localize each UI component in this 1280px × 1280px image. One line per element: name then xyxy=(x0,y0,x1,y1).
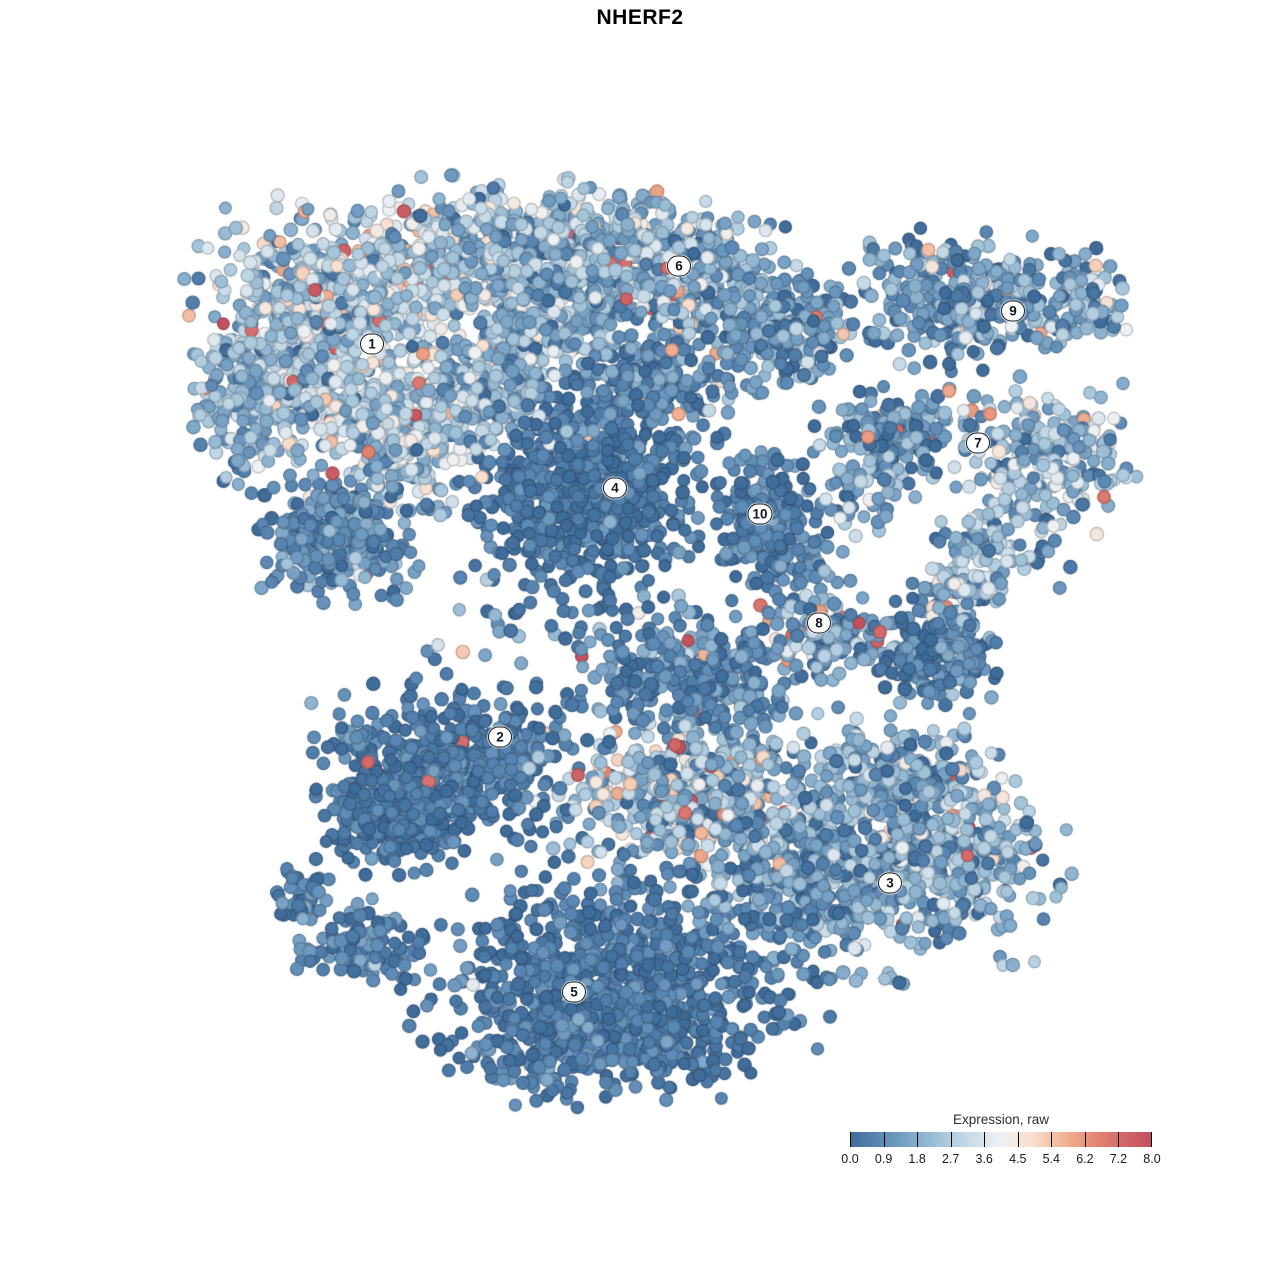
cluster-label-1: 1 xyxy=(360,333,384,355)
cluster-label-6: 6 xyxy=(667,255,691,277)
colorbar-tick xyxy=(1084,1132,1086,1147)
colorbar-tick-label: 5.4 xyxy=(1042,1152,1060,1166)
colorbar-tick xyxy=(1017,1132,1019,1147)
colorbar-tick-label: 2.7 xyxy=(941,1152,960,1166)
cluster-label-2: 2 xyxy=(488,726,512,748)
cluster-label-4: 4 xyxy=(603,477,627,499)
colorbar-tick-label: 6.2 xyxy=(1076,1152,1094,1166)
expression-legend: Expression, raw 0.0 0.9 1.8 2.7 3.6 4.5 5.4 6.2… xyxy=(841,1112,1160,1172)
cluster-label-10: 10 xyxy=(747,503,773,525)
cluster-label-3: 3 xyxy=(878,872,902,894)
colorbar-tick xyxy=(883,1132,885,1147)
cluster-label-7: 7 xyxy=(966,432,990,454)
colorbar-tick xyxy=(1051,1132,1053,1147)
colorbar-tick-labels: 0.0 0.9 1.8 2.7 3.6 4.5 5.4 6.2 7.2 8.0 xyxy=(841,1152,1160,1168)
colorbar-tick-label: 0.0 xyxy=(841,1152,859,1166)
colorbar-tick-label: 3.6 xyxy=(975,1152,993,1166)
cluster-label-9: 9 xyxy=(1001,300,1025,322)
colorbar-tick xyxy=(917,1132,919,1147)
legend-title: Expression, raw xyxy=(952,1112,1050,1127)
cluster-label-8: 8 xyxy=(807,612,831,634)
colorbar-gradient xyxy=(850,1132,1152,1147)
colorbar-tick xyxy=(1118,1132,1120,1147)
colorbar-tick xyxy=(850,1132,851,1147)
colorbar-tick-label: 8.0 xyxy=(1143,1152,1161,1166)
colorbar-tick-label: 0.9 xyxy=(874,1152,893,1166)
colorbar-tick xyxy=(950,1132,952,1147)
colorbar-tick xyxy=(984,1132,986,1147)
colorbar-tick-label: 1.8 xyxy=(908,1152,926,1166)
colorbar-tick xyxy=(1151,1132,1152,1147)
colorbar-tick-label: 7.2 xyxy=(1109,1152,1128,1166)
cluster-label-5: 5 xyxy=(562,981,586,1003)
colorbar-tick-label: 4.5 xyxy=(1009,1152,1027,1166)
